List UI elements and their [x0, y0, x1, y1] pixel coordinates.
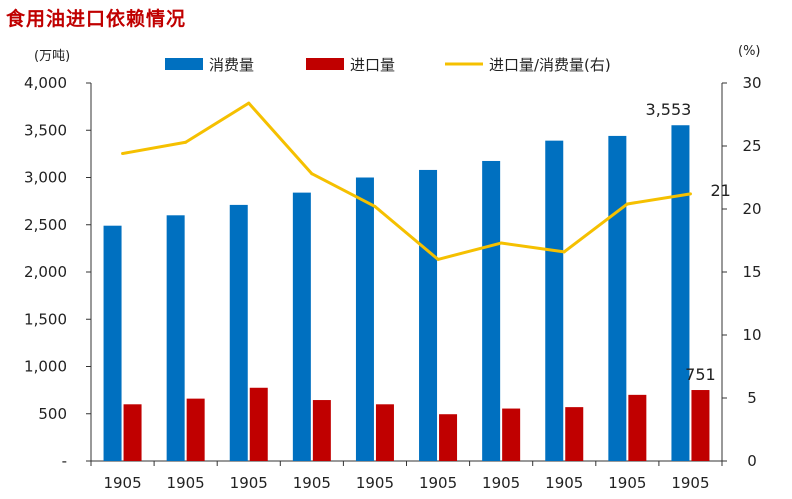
right-tick-label: 0: [747, 452, 757, 470]
consumption-bar: [166, 215, 185, 461]
data-label: 751: [685, 365, 716, 384]
x-tick-label: 1905: [419, 474, 457, 492]
left-tick-label: 3,000: [24, 169, 67, 187]
x-tick-label: 1905: [167, 474, 205, 492]
ratio-point: [310, 172, 314, 176]
import-bar: [375, 404, 394, 461]
left-tick-label: 1,500: [24, 310, 67, 328]
x-tick-label: 1905: [482, 474, 520, 492]
consumption-bar: [608, 135, 627, 462]
right-tick-label: 5: [747, 389, 757, 407]
consumption-bar: [671, 125, 690, 461]
ratio-point: [562, 250, 566, 254]
axes: - 500 1,000 1,500 2,000 2,500 3,000 3,500 4,000 0…: [24, 44, 762, 492]
chart-title: 食用油进口依赖情况: [6, 8, 187, 30]
legend-swatch: [306, 58, 344, 70]
consumption-bar: [292, 192, 311, 461]
left-tick-label: -: [62, 452, 67, 470]
import-bar: [249, 387, 268, 461]
data-label: 3,553: [646, 100, 692, 119]
right-tick-label: 30: [742, 74, 761, 92]
ratio-line: [121, 101, 692, 261]
import-bar: [502, 408, 521, 461]
import-bar: [628, 394, 647, 461]
legend: 消费量 进口量 进口量/消费量(右): [165, 56, 611, 74]
x-tick-label: 1905: [545, 474, 583, 492]
left-tick-label: 4,000: [24, 74, 67, 92]
legend-label: 消费量: [209, 56, 254, 74]
left-tick-label: 1,000: [24, 358, 67, 376]
legend-swatch: [165, 58, 203, 70]
right-tick-label: 25: [742, 137, 761, 155]
consumption-bar: [355, 177, 374, 461]
ratio-point: [184, 140, 188, 144]
left-tick-label: 3,500: [24, 121, 67, 139]
ratio-point: [625, 202, 629, 206]
import-bar: [439, 414, 458, 461]
left-tick-label: 500: [38, 405, 67, 423]
x-tick-label: 1905: [103, 474, 141, 492]
consumption-bar: [103, 225, 122, 461]
x-tick-label: 1905: [608, 474, 646, 492]
consumption-bar: [482, 160, 501, 461]
x-tick-label: 1905: [230, 474, 268, 492]
right-axis-unit: (%): [738, 44, 761, 59]
right-tick-label: 15: [742, 263, 761, 281]
left-tick-label: 2,000: [24, 263, 67, 281]
labels: 3,553 751 21: [646, 100, 731, 384]
legend-label: 进口量/消费量(右): [489, 56, 611, 74]
ratio-point: [688, 192, 692, 196]
left-axis-unit: (万吨): [34, 49, 70, 64]
import-bar: [691, 390, 710, 461]
legend-label: 进口量: [350, 56, 395, 74]
ratio-point: [373, 204, 377, 208]
left-tick-label: 2,500: [24, 216, 67, 234]
ratio-point: [247, 101, 251, 105]
import-bar: [123, 404, 142, 461]
x-tick-label: 1905: [671, 474, 709, 492]
x-tick-label: 1905: [356, 474, 394, 492]
right-tick-label: 10: [742, 326, 761, 344]
import-bar: [312, 400, 331, 461]
data-label: 21: [710, 181, 730, 200]
ratio-point: [499, 241, 503, 245]
ratio-point: [121, 152, 125, 156]
consumption-bar: [229, 204, 248, 461]
right-tick-label: 20: [742, 200, 761, 218]
ratio-line-path: [122, 101, 691, 261]
consumption-bar: [545, 140, 564, 461]
import-bar: [186, 398, 205, 461]
x-tick-label: 1905: [293, 474, 331, 492]
bars: [103, 125, 710, 462]
consumption-bar: [419, 169, 438, 461]
ratio-point: [436, 257, 440, 261]
import-bar: [565, 407, 584, 461]
